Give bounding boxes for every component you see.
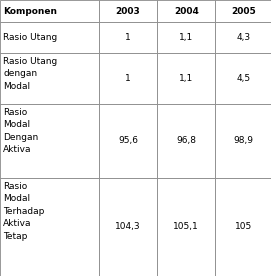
Text: Rasio Utang: Rasio Utang (3, 33, 57, 42)
Bar (0, 178, 99, 276)
Text: 98,9: 98,9 (233, 136, 253, 145)
Bar (99, 53, 157, 104)
Bar (157, 104, 215, 178)
Text: 2005: 2005 (231, 7, 256, 16)
Text: 104,3: 104,3 (115, 222, 141, 232)
Bar (0, 53, 99, 104)
Bar (215, 0, 271, 22)
Bar (215, 53, 271, 104)
Bar (215, 104, 271, 178)
Bar (99, 22, 157, 53)
Bar (157, 0, 215, 22)
Bar (215, 22, 271, 53)
Text: 4,3: 4,3 (236, 33, 250, 42)
Text: Rasio Utang
dengan
Modal: Rasio Utang dengan Modal (3, 57, 57, 91)
Bar (99, 178, 157, 276)
Text: 1,1: 1,1 (179, 74, 193, 83)
Bar (157, 22, 215, 53)
Text: 96,8: 96,8 (176, 136, 196, 145)
Bar (0, 0, 99, 22)
Bar (99, 0, 157, 22)
Text: Komponen: Komponen (3, 7, 57, 16)
Text: 95,6: 95,6 (118, 136, 138, 145)
Text: 2003: 2003 (116, 7, 140, 16)
Bar (99, 104, 157, 178)
Text: 1,1: 1,1 (179, 33, 193, 42)
Text: 105,1: 105,1 (173, 222, 199, 232)
Bar (157, 178, 215, 276)
Text: Rasio
Modal
Dengan
Aktiva: Rasio Modal Dengan Aktiva (3, 108, 38, 154)
Bar (0, 104, 99, 178)
Text: 2004: 2004 (174, 7, 199, 16)
Bar (215, 178, 271, 276)
Bar (0, 22, 99, 53)
Text: Rasio
Modal
Terhadap
Aktiva
Tetap: Rasio Modal Terhadap Aktiva Tetap (3, 182, 45, 241)
Text: 105: 105 (235, 222, 252, 232)
Text: 4,5: 4,5 (236, 74, 250, 83)
Text: 1: 1 (125, 74, 131, 83)
Bar (157, 53, 215, 104)
Text: 1: 1 (125, 33, 131, 42)
